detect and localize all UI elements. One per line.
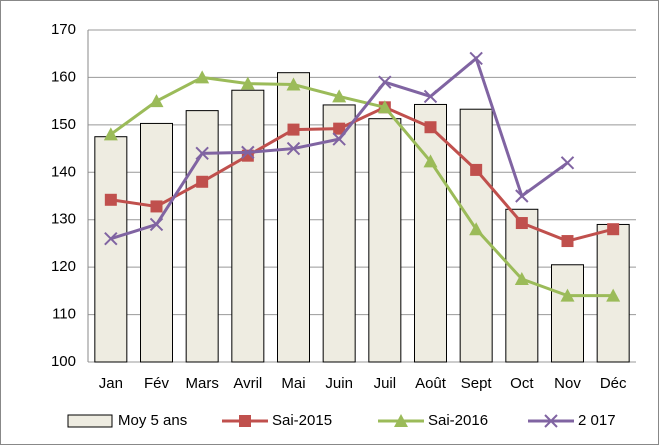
marker bbox=[606, 288, 621, 302]
marker bbox=[332, 132, 346, 146]
x-tick-label: Sept bbox=[461, 375, 493, 392]
x-tick-label: Déc bbox=[600, 375, 627, 392]
marker bbox=[378, 75, 392, 89]
bar bbox=[459, 108, 493, 363]
marker bbox=[333, 122, 346, 135]
marker bbox=[150, 200, 163, 213]
x-tick-label: Nov bbox=[554, 375, 581, 392]
marker bbox=[469, 51, 483, 66]
bar bbox=[140, 122, 173, 363]
marker bbox=[103, 127, 118, 141]
marker bbox=[149, 217, 164, 232]
bar bbox=[231, 89, 265, 363]
bar bbox=[551, 264, 584, 363]
marker bbox=[195, 70, 210, 84]
x-tick-label: Mars bbox=[185, 375, 218, 392]
marker bbox=[286, 77, 301, 91]
x-tick-label: Jan bbox=[99, 375, 123, 392]
x-tick-label: Fév bbox=[144, 375, 170, 392]
bar bbox=[368, 118, 402, 363]
x-tick-label: Mai bbox=[281, 375, 305, 392]
bar bbox=[322, 104, 356, 363]
marker bbox=[241, 145, 255, 160]
legend-label: Moy 5 ans bbox=[118, 412, 187, 429]
x-tick-label: Oct bbox=[510, 375, 534, 392]
marker bbox=[469, 222, 484, 236]
bar bbox=[505, 208, 539, 363]
bar bbox=[277, 72, 310, 363]
legend-swatch bbox=[67, 414, 113, 428]
legend-label: Sai-2016 bbox=[428, 412, 488, 429]
marker bbox=[104, 193, 117, 206]
y-tick-label: 110 bbox=[52, 306, 76, 323]
marker bbox=[240, 76, 255, 90]
marker bbox=[515, 189, 529, 203]
marker bbox=[377, 100, 392, 114]
bar bbox=[185, 110, 219, 363]
y-tick-label: 100 bbox=[51, 353, 76, 370]
legend-label: 2 017 bbox=[578, 412, 616, 429]
x-tick-label: Juin bbox=[325, 375, 353, 392]
bar bbox=[94, 136, 128, 363]
marker bbox=[515, 217, 528, 230]
marker bbox=[332, 89, 347, 103]
marker bbox=[607, 223, 620, 236]
x-tick-label: Juil bbox=[374, 375, 397, 392]
bar bbox=[414, 103, 447, 363]
marker bbox=[561, 235, 574, 248]
marker bbox=[514, 272, 529, 285]
legend-marker bbox=[239, 415, 251, 427]
marker bbox=[104, 231, 118, 246]
line bbox=[109, 75, 614, 298]
line bbox=[110, 105, 614, 243]
marker bbox=[195, 146, 209, 161]
marker bbox=[423, 154, 438, 168]
marker bbox=[560, 288, 575, 302]
y-tick-label: 170 bbox=[51, 21, 76, 38]
marker bbox=[423, 89, 438, 104]
marker bbox=[196, 175, 209, 188]
x-tick-label: Août bbox=[415, 375, 447, 392]
legend-label: Sai-2015 bbox=[272, 412, 332, 429]
marker bbox=[287, 123, 300, 136]
y-tick-label: 140 bbox=[51, 163, 76, 180]
marker bbox=[560, 156, 575, 170]
marker bbox=[286, 141, 301, 156]
x-tick-label: Avril bbox=[233, 375, 262, 392]
legend-marker bbox=[394, 414, 408, 427]
marker bbox=[149, 94, 164, 108]
y-tick-label: 120 bbox=[51, 258, 76, 275]
marker bbox=[470, 163, 483, 176]
y-tick-label: 160 bbox=[51, 68, 76, 85]
legend-marker bbox=[544, 414, 558, 428]
y-tick-label: 130 bbox=[51, 211, 76, 228]
y-tick-label: 150 bbox=[51, 116, 76, 133]
marker bbox=[424, 121, 437, 134]
